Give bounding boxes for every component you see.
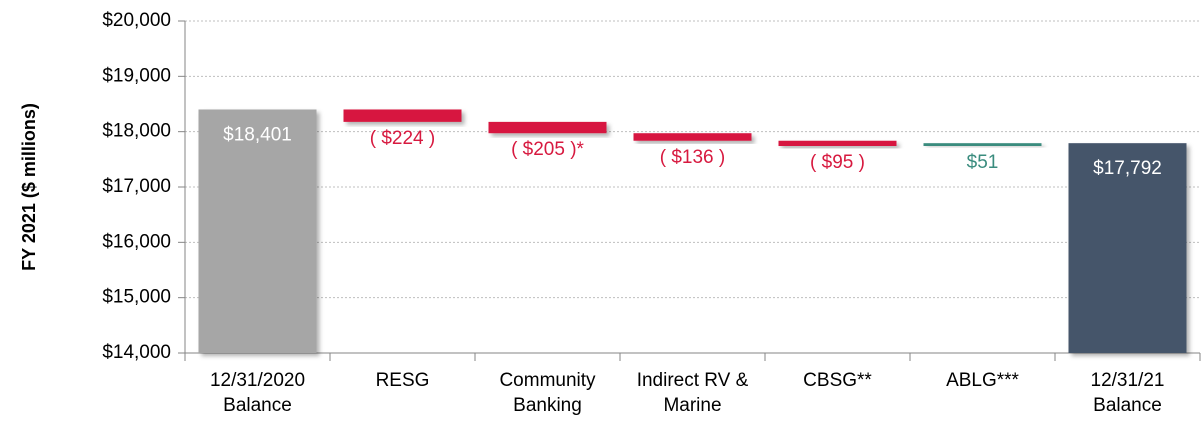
data-label: ( $136 ) bbox=[660, 147, 725, 168]
y-tick-label: $16,000 bbox=[102, 231, 171, 252]
bar bbox=[923, 143, 1042, 146]
data-label: $18,401 bbox=[223, 124, 292, 145]
bar bbox=[198, 109, 317, 353]
y-tick-label: $20,000 bbox=[102, 10, 171, 31]
x-tick-label: Balance bbox=[223, 395, 292, 416]
bar bbox=[778, 140, 897, 146]
x-tick-label: Marine bbox=[663, 395, 721, 416]
x-tick-label: 12/31/2020 bbox=[210, 370, 305, 391]
data-label: $51 bbox=[967, 152, 999, 173]
x-tick-label: Community bbox=[499, 370, 596, 391]
x-tick-label: ABLG*** bbox=[946, 370, 1019, 391]
bar bbox=[343, 109, 462, 122]
x-tick-label: Balance bbox=[1093, 395, 1162, 416]
y-tick-label: $15,000 bbox=[102, 287, 171, 308]
data-label: ( $205 )* bbox=[511, 139, 584, 160]
data-label: $17,792 bbox=[1093, 158, 1162, 179]
bar bbox=[488, 121, 607, 134]
data-label: ( $95 ) bbox=[810, 152, 865, 173]
x-tick-label: Banking bbox=[513, 395, 582, 416]
y-tick-label: $19,000 bbox=[102, 65, 171, 86]
bar bbox=[633, 133, 752, 141]
x-tick-label: CBSG** bbox=[803, 370, 872, 391]
y-tick-label: $14,000 bbox=[102, 342, 171, 363]
y-axis-label: FY 2021 ($ millions) bbox=[19, 103, 39, 271]
x-tick-label: RESG bbox=[376, 370, 430, 391]
y-tick-label: $18,000 bbox=[102, 121, 171, 142]
x-tick-label: Indirect RV & bbox=[637, 370, 749, 391]
x-tick-label: 12/31/21 bbox=[1091, 370, 1165, 391]
y-tick-label: $17,000 bbox=[102, 176, 171, 197]
bar bbox=[1068, 143, 1187, 353]
data-label: ( $224 ) bbox=[370, 128, 435, 149]
